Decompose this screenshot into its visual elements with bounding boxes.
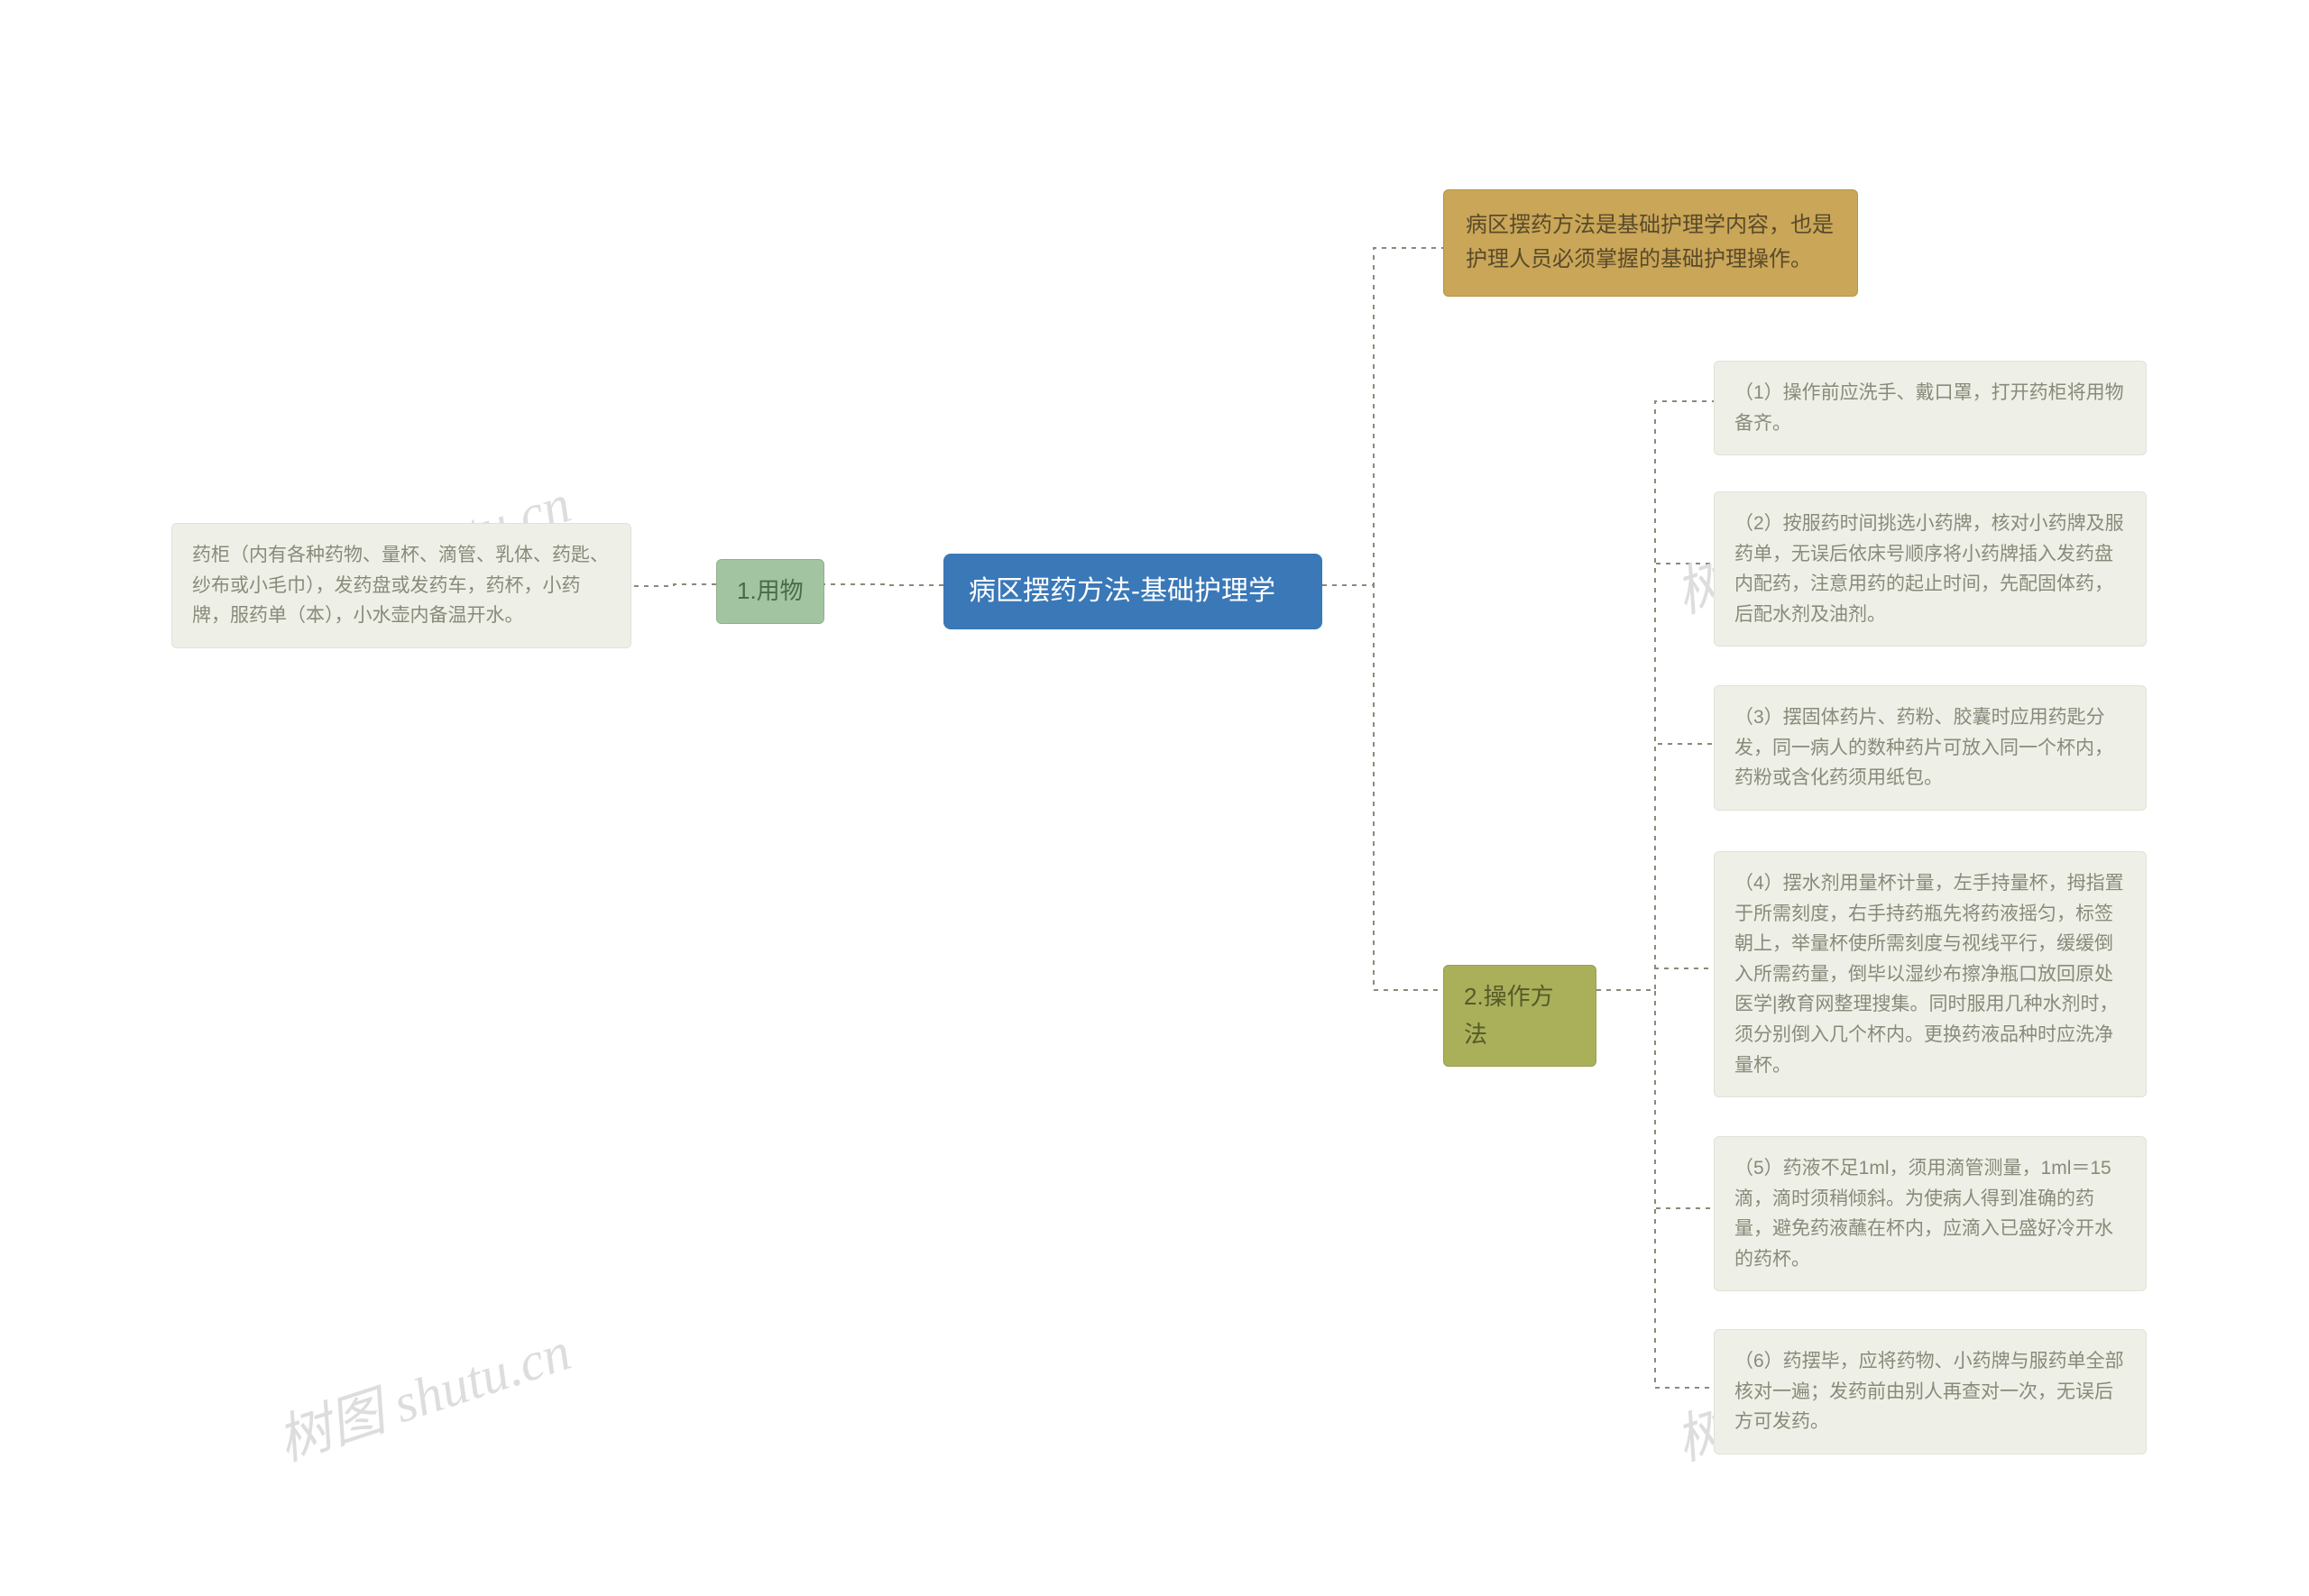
branch-intro: 病区摆药方法是基础护理学内容，也是护理人员必须掌握的基础护理操作。 bbox=[1443, 189, 1858, 297]
procedure-step-5: （5）药液不足1ml，须用滴管测量，1ml＝15滴，滴时须稍倾斜。为使病人得到准… bbox=[1714, 1136, 2147, 1291]
mindmap-root: 病区摆药方法-基础护理学 bbox=[943, 554, 1322, 629]
branch-materials: 1.用物 bbox=[716, 559, 824, 624]
leaf-materials-detail: 药柜（内有各种药物、量杯、滴管、乳体、药匙、纱布或小毛巾），发药盘或发药车，药杯… bbox=[171, 523, 631, 648]
procedure-step-6: （6）药摆毕，应将药物、小药牌与服药单全部核对一遍；发药前由别人再查对一次，无误… bbox=[1714, 1329, 2147, 1454]
watermark: 树图 shutu.cn bbox=[266, 1307, 579, 1476]
procedure-step-1: （1）操作前应洗手、戴口罩，打开药柜将用物备齐。 bbox=[1714, 361, 2147, 455]
procedure-step-4: （4）摆水剂用量杯计量，左手持量杯，拇指置于所需刻度，右手持药瓶先将药液摇匀，标… bbox=[1714, 851, 2147, 1097]
procedure-step-3: （3）摆固体药片、药粉、胶囊时应用药匙分发，同一病人的数种药片可放入同一个杯内，… bbox=[1714, 685, 2147, 811]
procedure-step-2: （2）按服药时间挑选小药牌，核对小药牌及服药单，无误后依床号顺序将小药牌插入发药… bbox=[1714, 491, 2147, 647]
branch-procedure: 2.操作方法 bbox=[1443, 965, 1596, 1067]
